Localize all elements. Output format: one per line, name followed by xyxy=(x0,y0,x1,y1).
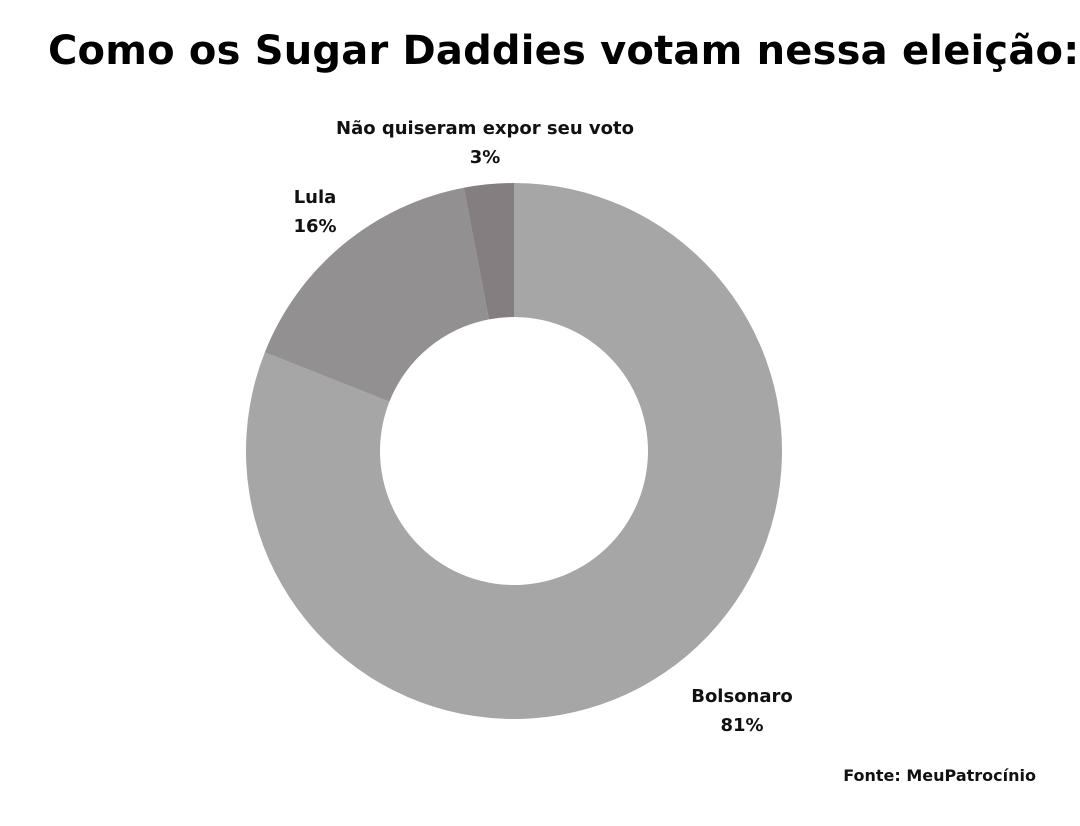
slice-name-lula: Lula xyxy=(293,187,337,208)
slice-bolsonaro xyxy=(245,183,782,719)
slice-label-lula: Lula 16% xyxy=(260,183,370,241)
slice-value-bolsonaro: 81% xyxy=(720,715,764,736)
chart-title: Como os Sugar Daddies votam nessa eleiçã… xyxy=(48,28,1080,74)
slice-lula xyxy=(264,187,489,402)
slice-value-nao-quiseram: 3% xyxy=(469,147,501,168)
slice-nao-quiseram xyxy=(463,183,514,320)
slice-name-nao-quiseram: Não quiseram expor seu voto xyxy=(336,118,634,139)
slice-value-lula: 16% xyxy=(293,216,337,237)
source-note: Fonte: MeuPatrocínio xyxy=(843,766,1036,785)
slice-label-bolsonaro: Bolsonaro 81% xyxy=(672,682,812,740)
slice-label-nao-quiseram: Não quiseram expor seu voto 3% xyxy=(310,114,660,172)
slice-name-bolsonaro: Bolsonaro xyxy=(691,686,793,707)
